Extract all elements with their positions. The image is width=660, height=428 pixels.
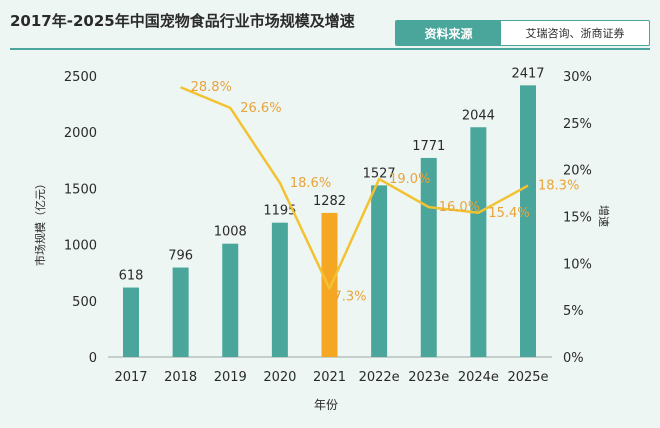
source-box: 资料来源 艾瑞咨询、浙商证券 <box>395 20 650 46</box>
x-tick-label: 2022e <box>359 370 400 385</box>
bar <box>172 267 189 357</box>
y-left-tick-label: 500 <box>72 295 97 310</box>
x-tick-label: 2023e <box>408 370 449 385</box>
bar-value-label: 1195 <box>263 204 296 219</box>
growth-line <box>180 86 529 290</box>
x-tick-label: 2020 <box>263 370 296 385</box>
y-right-tick-label: 10% <box>563 257 592 272</box>
y-left-tick-label: 1000 <box>64 239 97 254</box>
x-tick-label: 2018 <box>164 370 197 385</box>
y-right-tick-label: 25% <box>563 117 592 132</box>
growth-value-label: 18.6% <box>290 176 331 191</box>
bar-value-label: 1008 <box>214 225 247 240</box>
bar <box>470 127 487 358</box>
y-left-tick-label: 0 <box>89 351 97 366</box>
growth-value-label: 28.8% <box>191 80 232 95</box>
bar-value-label: 1527 <box>363 166 396 181</box>
bar-value-label: 796 <box>168 249 193 264</box>
x-tick-label: 2019 <box>214 370 247 385</box>
bar-value-label: 1282 <box>313 194 346 209</box>
bar <box>371 185 388 357</box>
bar <box>123 287 139 357</box>
growth-value-label: 26.6% <box>240 101 281 116</box>
bar <box>321 212 338 357</box>
y-right-tick-label: 15% <box>563 211 592 226</box>
y-left-tick-label: 1500 <box>64 182 97 197</box>
y-left-tick-label: 2000 <box>64 126 97 141</box>
source-label: 资料来源 <box>396 21 501 45</box>
y-axis-left-label: 市场规模（亿元） <box>34 178 47 266</box>
x-tick-label: 2021 <box>313 370 346 385</box>
chart-title: 2017年-2025年中国宠物食品行业市场规模及增速 <box>10 12 355 30</box>
x-tick-label: 2017 <box>114 370 147 385</box>
growth-value-label: 19.0% <box>389 172 430 187</box>
x-tick-label: 2024e <box>458 370 499 385</box>
y-right-tick-label: 20% <box>563 164 592 179</box>
growth-value-label: 15.4% <box>488 206 529 221</box>
bar <box>222 243 239 357</box>
bar-value-label: 2417 <box>511 66 544 81</box>
y-axis-right-label: 增速 <box>597 205 610 227</box>
y-left-tick-label: 2500 <box>64 70 97 85</box>
bar-value-label: 618 <box>119 269 144 284</box>
y-right-tick-label: 30% <box>563 70 592 85</box>
bar-value-label: 2044 <box>462 108 495 123</box>
source-text: 艾瑞咨询、浙商证券 <box>525 27 625 40</box>
x-axis-label: 年份 <box>313 398 339 412</box>
growth-value-label: 16.0% <box>439 200 480 215</box>
title-divider <box>10 48 650 50</box>
bar <box>520 85 536 358</box>
y-right-tick-label: 0% <box>563 351 584 366</box>
bar-value-label: 1771 <box>412 139 445 154</box>
y-right-tick-label: 5% <box>563 304 584 319</box>
x-tick-label: 2025e <box>507 370 548 385</box>
bar <box>271 222 288 357</box>
growth-value-label: 7.3% <box>334 290 367 305</box>
header: 2017年-2025年中国宠物食品行业市场规模及增速 资料来源 艾瑞咨询、浙商证… <box>0 0 660 48</box>
bar <box>420 157 437 357</box>
growth-value-label: 18.3% <box>538 179 579 194</box>
